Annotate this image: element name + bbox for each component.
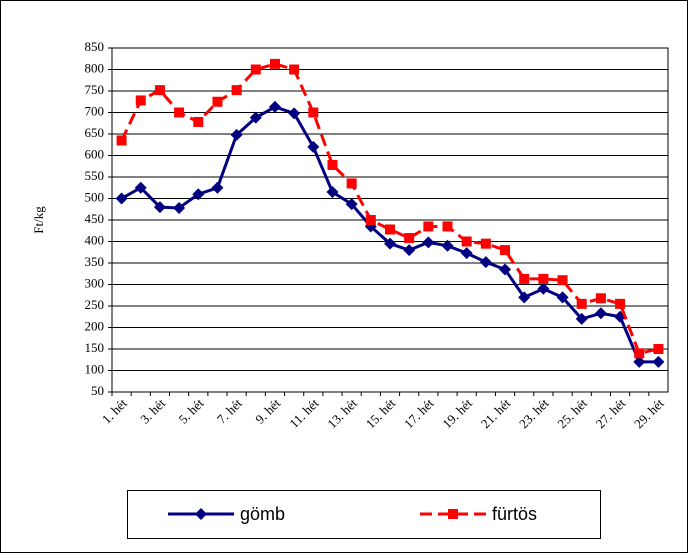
data-point bbox=[193, 116, 204, 127]
y-tick-label: 600 bbox=[85, 146, 105, 161]
data-point bbox=[135, 95, 146, 106]
data-point bbox=[557, 275, 568, 286]
data-point bbox=[154, 85, 165, 96]
data-point bbox=[327, 159, 338, 170]
data-point bbox=[115, 192, 128, 205]
y-tick-label: 750 bbox=[85, 82, 105, 97]
legend-marker bbox=[448, 509, 458, 519]
y-tick-label: 700 bbox=[85, 103, 105, 118]
data-point bbox=[461, 236, 472, 247]
data-point bbox=[499, 263, 512, 276]
data-point bbox=[231, 85, 242, 96]
data-point bbox=[423, 221, 434, 232]
y-tick-label: 400 bbox=[85, 232, 105, 247]
data-point bbox=[250, 64, 261, 75]
data-point bbox=[500, 245, 511, 256]
data-point bbox=[269, 58, 280, 69]
data-point bbox=[556, 291, 569, 304]
y-tick-label: 500 bbox=[85, 189, 105, 204]
legend-label: gömb bbox=[240, 504, 285, 524]
data-point bbox=[268, 100, 281, 113]
data-point bbox=[289, 64, 300, 75]
data-point bbox=[652, 355, 665, 368]
data-point bbox=[594, 307, 607, 320]
data-point bbox=[404, 233, 415, 244]
data-point bbox=[307, 140, 320, 153]
data-point bbox=[346, 178, 357, 189]
data-point bbox=[173, 201, 186, 214]
data-point bbox=[538, 273, 549, 284]
data-point bbox=[249, 111, 262, 124]
legend-marker bbox=[195, 508, 207, 520]
data-point bbox=[518, 291, 531, 304]
data-point bbox=[308, 107, 319, 118]
y-axis-label: Ft/kg bbox=[31, 206, 46, 234]
y-tick-label: 250 bbox=[85, 297, 105, 312]
data-point bbox=[615, 298, 626, 309]
series-line bbox=[120, 62, 659, 356]
data-point bbox=[653, 344, 664, 354]
data-point bbox=[385, 224, 395, 235]
data-point bbox=[192, 188, 205, 201]
data-point bbox=[575, 312, 588, 325]
data-point bbox=[116, 135, 127, 146]
data-point bbox=[134, 181, 147, 194]
data-point bbox=[153, 201, 166, 214]
data-point bbox=[441, 239, 454, 252]
data-point bbox=[537, 282, 550, 295]
y-tick-label: 200 bbox=[85, 318, 105, 333]
data-point bbox=[211, 181, 224, 194]
data-point bbox=[212, 96, 223, 107]
y-tick-label: 450 bbox=[85, 211, 105, 226]
data-point bbox=[633, 355, 646, 368]
data-point bbox=[230, 128, 243, 141]
data-point bbox=[442, 221, 453, 232]
data-point bbox=[595, 293, 606, 304]
data-point bbox=[365, 215, 376, 225]
data-point bbox=[384, 237, 396, 250]
data-point bbox=[288, 107, 301, 120]
y-tick-label: 650 bbox=[85, 125, 105, 140]
data-point bbox=[576, 298, 587, 309]
y-tick-label: 150 bbox=[85, 340, 105, 355]
y-tick-label: 800 bbox=[85, 60, 105, 75]
data-point bbox=[480, 238, 491, 249]
data-point bbox=[479, 256, 492, 269]
data-point bbox=[634, 348, 645, 359]
y-tick-label: 100 bbox=[85, 361, 105, 376]
y-tick-label: 850 bbox=[85, 39, 105, 54]
y-tick-label: 550 bbox=[85, 168, 105, 183]
data-point bbox=[326, 186, 339, 199]
y-tick-label: 50 bbox=[91, 383, 104, 398]
data-point bbox=[345, 198, 358, 211]
legend-label: fürtös bbox=[492, 504, 537, 524]
y-tick-label: 350 bbox=[85, 254, 105, 269]
data-point bbox=[422, 236, 435, 249]
y-tick-label: 300 bbox=[85, 275, 105, 290]
data-point bbox=[174, 107, 185, 118]
data-point bbox=[403, 244, 416, 257]
data-point bbox=[460, 247, 473, 260]
data-point bbox=[519, 273, 530, 284]
